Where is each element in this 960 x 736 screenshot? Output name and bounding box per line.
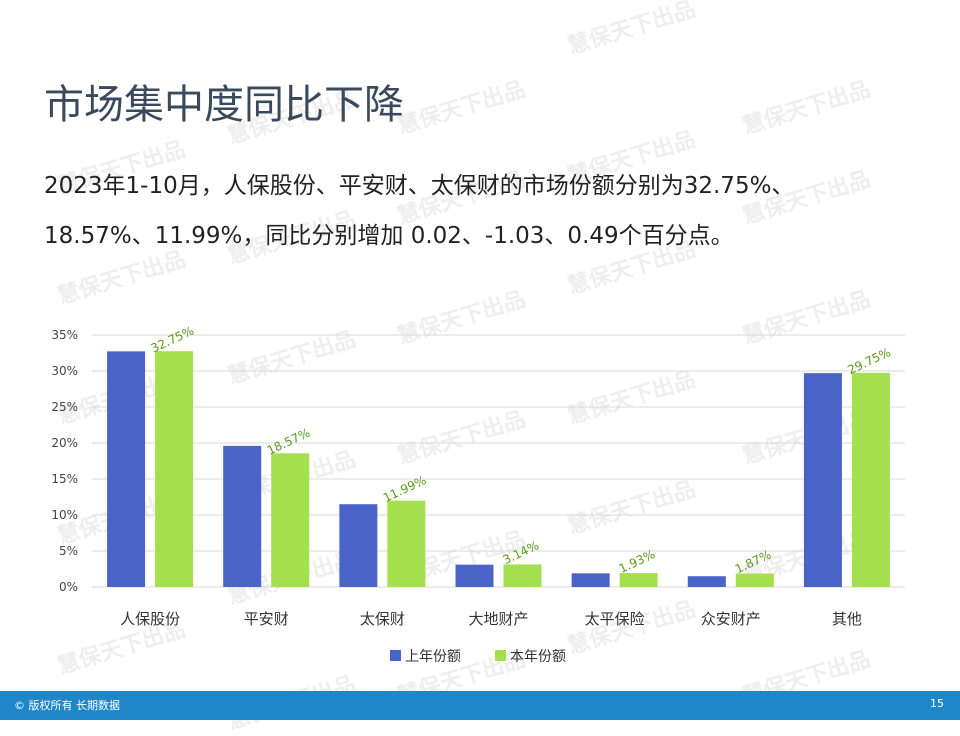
data-label: 29.75% [846,345,893,377]
bar-prev-year [803,373,842,587]
data-label: 18.57% [265,426,312,458]
y-tick-label: 0% [59,580,78,594]
bar-current-year [851,372,890,587]
data-label: 1.87% [733,548,773,577]
bar-prev-year [687,576,726,587]
x-category-label: 太平保险 [585,610,645,628]
y-tick-label: 35% [51,328,78,342]
legend-label: 上年份额 [405,649,461,665]
bar-current-year [271,453,310,587]
y-tick-label: 10% [51,508,78,522]
legend-label: 本年份额 [510,649,566,665]
data-label: 11.99% [381,473,428,505]
bar-current-year [619,573,658,587]
bar-prev-year [571,573,610,587]
bar-current-year [387,500,426,587]
y-tick-label: 30% [51,364,78,378]
page-number: 15 [930,697,944,710]
description-line-2: 18.57%、11.99%，同比分别增加 0.02、-1.03、0.49个百分点… [44,223,734,249]
bar-prev-year [339,504,378,587]
bar-current-year [735,573,774,587]
x-category-label: 平安财 [244,610,289,628]
bar-current-year [155,351,194,587]
data-label: 3.14% [501,538,541,567]
x-category-label: 其他 [832,610,862,628]
y-tick-label: 20% [51,436,78,450]
footer-bar: © 版权所有 长期数据 15 [0,691,960,720]
bar-prev-year [107,351,146,587]
bar-current-year [503,564,542,587]
x-category-label: 太保财 [360,610,405,628]
legend-swatch [495,650,506,661]
description-line-1: 2023年1-10月，人保股份、平安财、太保财的市场份额分别为32.75%、 [44,173,795,199]
bar-prev-year [223,445,262,587]
x-category-label: 大地财产 [468,610,528,628]
bar-prev-year [455,564,494,587]
y-tick-label: 25% [51,400,78,414]
page-title: 市场集中度同比下降 [44,82,404,128]
market-share-bar-chart: 0% 5% 10% 15% 20% 25% 30% 35% 32.75% 人保股份 18.57% 平安… [51,324,905,665]
y-tick-label: 5% [59,544,78,558]
x-category-label: 人保股份 [120,610,180,628]
y-tick-label: 15% [51,472,78,486]
data-label: 32.75% [149,324,196,356]
copyright-text: © 版权所有 长期数据 [14,699,120,712]
legend-swatch [390,650,401,661]
x-category-label: 众安财产 [701,610,761,628]
